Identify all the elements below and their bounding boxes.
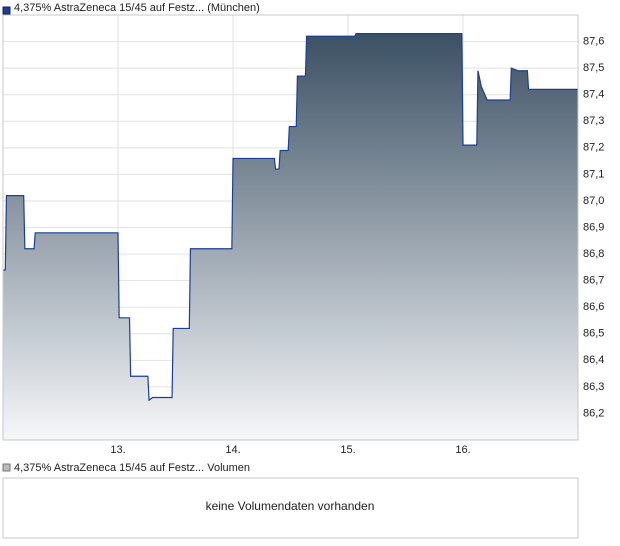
- y-tick-label: 86,5: [583, 328, 604, 340]
- y-tick-label: 87,1: [583, 168, 604, 180]
- y-tick-label: 86,3: [583, 381, 604, 393]
- y-tick-label: 87,0: [583, 195, 604, 207]
- y-tick-label: 86,9: [583, 221, 604, 233]
- x-tick-label: 15.: [340, 444, 355, 456]
- plot-frame: [2, 14, 579, 441]
- y-tick-label: 86,8: [583, 248, 604, 260]
- y-tick-label: 86,4: [583, 354, 604, 366]
- legend-label: 4,375% AstraZeneca 15/45 auf Festz... (M…: [14, 2, 260, 14]
- y-tick-label: 87,2: [583, 142, 604, 154]
- x-tick-label: 14.: [225, 444, 240, 456]
- volume-message: keine Volumendaten vorhanden: [206, 499, 375, 513]
- x-tick-label: 13.: [110, 444, 125, 456]
- y-tick-label: 86,6: [583, 301, 604, 313]
- y-tick-label: 87,3: [583, 115, 604, 127]
- volume-frame: [2, 477, 579, 539]
- x-tick-label: 16.: [455, 444, 470, 456]
- legend-label: 4,375% AstraZeneca 15/45 auf Festz... Vo…: [14, 462, 250, 474]
- y-tick-label: 87,6: [583, 35, 604, 47]
- y-tick-label: 86,7: [583, 275, 604, 287]
- price-line: [3, 32, 578, 402]
- y-tick-label: 87,5: [583, 62, 604, 74]
- y-tick-label: 86,2: [583, 407, 604, 419]
- legend-swatch: [2, 6, 11, 15]
- price-area: [3, 33, 578, 441]
- y-tick-label: 87,4: [583, 89, 604, 101]
- legend-swatch: [2, 463, 11, 472]
